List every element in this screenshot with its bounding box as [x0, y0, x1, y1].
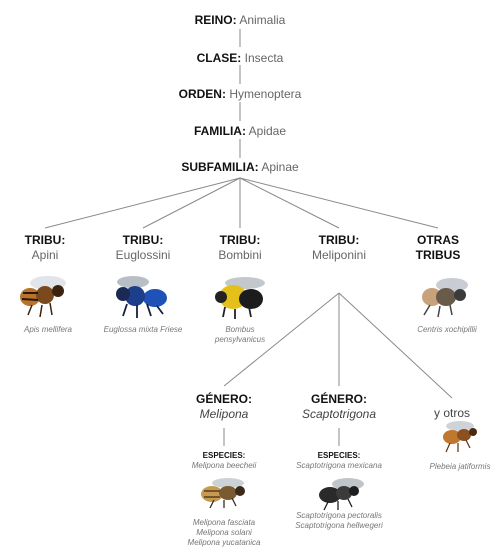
rank-clase: CLASE: Insecta [196, 51, 284, 65]
tribe-euglossini: TRIBU: Euglossini [115, 233, 171, 262]
rank-familia: FAMILIA: Apidae [193, 124, 287, 138]
species-scaptotrigona-top: ESPECIES: Scaptotrigona mexicana [296, 451, 382, 470]
bee-bombus-icon [215, 277, 265, 319]
species-melipona-bottom: Melipona fasciata Melipona solani Melipo… [187, 518, 261, 547]
species-melipona-top: ESPECIES: Melipona beecheii [191, 451, 257, 470]
bee-plebeia-icon [443, 421, 477, 453]
species-scaptotrigona-bottom: Scaptotrigona pectoralis Scaptotrigona h… [295, 511, 383, 530]
bee-centris-icon [422, 278, 468, 318]
caption-plebeia: Plebeia jatiformis [429, 462, 491, 471]
bee-scaptotrigona-icon [319, 478, 364, 511]
genus-melipona: GÉNERO: Melipona [195, 392, 252, 421]
bee-apis-icon [20, 276, 66, 318]
caption-centris: Centris xochipillii [417, 325, 477, 334]
tribe-apini: TRIBU: Apini [24, 233, 66, 262]
bee-euglossa-icon [116, 276, 167, 318]
caption-euglossa: Euglossa mixta Friese [103, 325, 183, 334]
bee-melipona-icon [201, 478, 245, 509]
caption-bombus: Bombus pensylvanicus [214, 325, 266, 344]
rank-reino: REINO: Animalia [194, 13, 286, 27]
tribe-otras: OTRAS TRIBUS [415, 233, 461, 262]
genus-otros: y otros [433, 406, 470, 420]
tribe-meliponini: TRIBU: Meliponini [311, 233, 367, 262]
tribe-bombini: TRIBU: Bombini [218, 233, 262, 262]
genus-scaptotrigona: GÉNERO: Scaptotrigona [301, 392, 377, 421]
rank-subfamilia: SUBFAMILIA: Apinae [181, 160, 299, 174]
caption-apis: Apis mellifera [23, 325, 72, 334]
rank-orden: ORDEN: Hymenoptera [178, 87, 302, 101]
